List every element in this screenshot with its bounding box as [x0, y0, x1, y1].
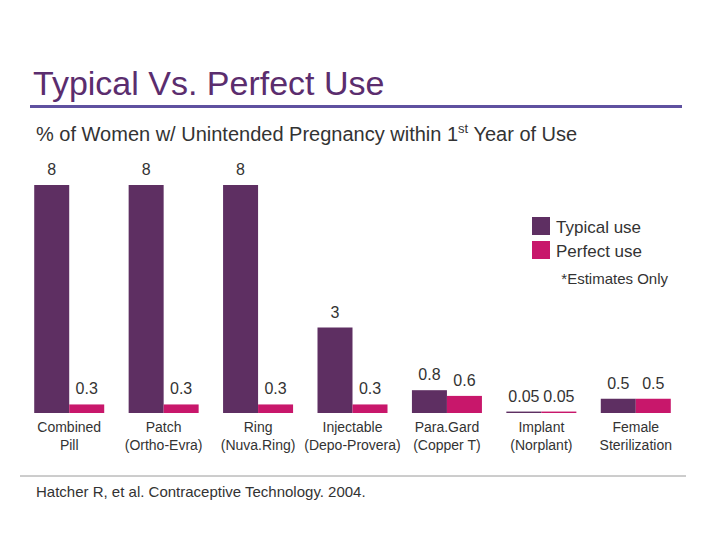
data-label: 0.5 — [642, 375, 664, 392]
legend: Typical use Perfect use — [532, 217, 642, 261]
legend-swatch — [532, 241, 550, 259]
bar — [318, 328, 353, 414]
category-label: FemaleSterilization — [600, 419, 672, 453]
category-label: Injectable(Depo-Provera) — [304, 419, 400, 453]
background — [0, 0, 720, 540]
bar — [541, 412, 576, 413]
category-label: Ring(Nuva.Ring) — [221, 419, 296, 453]
data-label: 0.05 — [543, 388, 574, 405]
bar — [412, 390, 447, 413]
bar — [164, 404, 199, 413]
bar — [353, 404, 388, 413]
data-label: 0.3 — [264, 380, 286, 397]
bar — [223, 185, 258, 413]
data-label: 0.3 — [170, 380, 192, 397]
bar — [601, 399, 636, 413]
title: Typical Vs. Perfect Use — [33, 64, 384, 102]
bars — [34, 185, 671, 413]
legend-swatch — [532, 217, 550, 235]
data-label: 8 — [142, 161, 151, 178]
title-rule — [30, 105, 682, 108]
bar — [69, 404, 104, 413]
data-label: 3 — [331, 304, 340, 321]
source-rule — [20, 476, 686, 477]
data-label: 0.3 — [359, 380, 381, 397]
source: Hatcher R, et al. Contraceptive Technolo… — [36, 483, 366, 500]
annotation: *Estimates Only — [561, 270, 668, 287]
data-label: 0.3 — [76, 380, 98, 397]
chart: Typical Vs. Perfect Use % of Women w/ Uni… — [0, 0, 720, 540]
category-label: CombinedPill — [37, 419, 101, 453]
bar — [636, 399, 671, 413]
category-label: Implant(Norplant) — [510, 419, 572, 453]
subtitle: % of Women w/ Unintended Pregnancy withi… — [36, 121, 577, 145]
data-label: 0.8 — [418, 366, 440, 383]
data-label: 0.5 — [607, 375, 629, 392]
bar — [447, 396, 482, 413]
data-label: 8 — [47, 161, 56, 178]
legend-label: Perfect use — [556, 242, 642, 261]
category-label: Patch(Ortho-Evra) — [125, 419, 203, 453]
data-label: 8 — [236, 161, 245, 178]
bar — [34, 185, 69, 413]
legend-label: Typical use — [556, 218, 641, 237]
bar — [129, 185, 164, 413]
data-label: 0.6 — [453, 372, 475, 389]
data-label: 0.05 — [508, 388, 539, 405]
bar — [258, 404, 293, 413]
category-label: Para.Gard(Copper T) — [413, 419, 480, 453]
bar — [506, 412, 541, 413]
